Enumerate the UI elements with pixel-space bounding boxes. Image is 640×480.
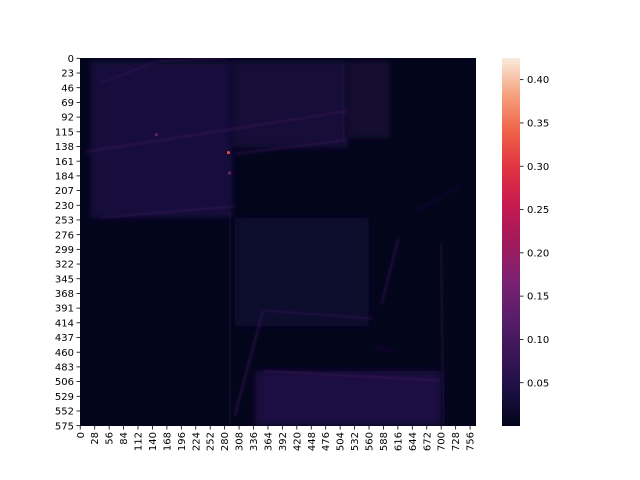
- colorbar-tick-label: 0.30: [527, 162, 549, 173]
- x-tick-label: 56: [105, 432, 116, 445]
- x-tick-label: 560: [365, 432, 376, 451]
- heat-edge: [262, 309, 374, 320]
- heat-edge: [233, 310, 264, 416]
- heat-edge: [263, 370, 441, 382]
- x-tick-label: 476: [321, 432, 332, 451]
- y-tick-label: 368: [55, 289, 74, 300]
- x-tick-label: 252: [206, 432, 217, 451]
- heat-edge: [380, 236, 400, 305]
- y-tick-label: 46: [61, 83, 74, 94]
- x-tick-label: 308: [235, 432, 246, 451]
- y-tick-label: 391: [55, 304, 74, 315]
- colorbar-tick-label: 0.15: [527, 292, 549, 303]
- x-tick-label: 504: [336, 432, 347, 451]
- x-tick-label: 140: [148, 432, 159, 451]
- x-tick-label: 224: [191, 432, 202, 451]
- heat-edge: [99, 205, 235, 219]
- y-tick-label: 23: [61, 69, 74, 80]
- x-tick-label: 700: [437, 432, 448, 451]
- heat-region: [255, 371, 441, 426]
- x-tick-label: 0: [76, 432, 87, 438]
- x-tick-label: 532: [350, 432, 361, 451]
- x-tick-label: 644: [408, 432, 419, 451]
- x-tick-label: 616: [393, 432, 404, 451]
- x-tick-label: 84: [119, 432, 130, 445]
- x-tick-label: 672: [422, 432, 433, 451]
- heat-edge: [342, 64, 345, 142]
- y-tick-label: 345: [55, 274, 74, 285]
- x-tick-label: 336: [249, 432, 260, 451]
- y-tick-label: 529: [55, 392, 74, 403]
- heat-edge: [85, 110, 349, 153]
- heat-edge: [157, 58, 230, 62]
- x-tick-label: 728: [451, 432, 462, 451]
- heat-hotspot: [226, 150, 231, 155]
- colorbar: [502, 58, 520, 426]
- heat-edge: [440, 243, 445, 426]
- heat-region: [234, 217, 369, 327]
- y-tick-label: 299: [55, 245, 74, 256]
- y-tick-label: 115: [55, 127, 74, 138]
- colorbar-axis: 0.05 0.10 0.15 0.20 0.25 0.30 0.35 0.40: [520, 75, 549, 389]
- heat-edge: [234, 139, 349, 155]
- x-tick-label: 112: [134, 432, 145, 451]
- y-tick-label: 207: [55, 186, 74, 197]
- y-axis: 0 23 46 69 92 115 138 161 184 207 230 253 276 299 322 3…: [55, 54, 80, 432]
- colorbar-tick-label: 0.40: [527, 75, 549, 86]
- x-tick-label: 448: [307, 432, 318, 451]
- colorbar-tick-label: 0.05: [527, 378, 549, 389]
- y-tick-label: 437: [55, 333, 74, 344]
- y-tick-label: 184: [55, 171, 74, 182]
- y-tick-label: 276: [55, 230, 74, 241]
- y-tick-label: 322: [55, 260, 74, 271]
- heat-edge: [99, 60, 158, 85]
- x-tick-label: 28: [90, 432, 101, 445]
- y-tick-label: 0: [68, 54, 74, 65]
- y-tick-label: 414: [55, 318, 74, 329]
- y-tick-label: 138: [55, 142, 74, 153]
- x-tick-label: 588: [379, 432, 390, 451]
- x-axis: 0 28 56 84 112 140 168 196 224 252 280 308 336 364 392…: [76, 426, 477, 451]
- x-tick-label: 280: [220, 432, 231, 451]
- x-tick-label: 196: [177, 432, 188, 451]
- y-tick-label: 552: [55, 407, 74, 418]
- x-tick-label: 168: [162, 432, 173, 451]
- heat-region: [232, 61, 349, 148]
- x-tick-label: 392: [278, 432, 289, 451]
- y-tick-label: 483: [55, 363, 74, 374]
- heat-edge: [373, 344, 395, 353]
- y-tick-label: 92: [61, 113, 74, 124]
- y-tick-label: 69: [61, 98, 74, 109]
- colorbar-tick-label: 0.35: [527, 119, 549, 130]
- x-tick-label: 364: [263, 432, 274, 451]
- y-tick-label: 506: [55, 377, 74, 388]
- y-tick-label: 575: [55, 421, 74, 432]
- y-tick-label: 230: [55, 201, 74, 212]
- y-tick-label: 460: [55, 348, 74, 359]
- heat-hotspot: [154, 133, 158, 137]
- y-tick-label: 161: [55, 157, 74, 168]
- colorbar-tick-label: 0.10: [527, 335, 549, 346]
- x-tick-label: 756: [466, 432, 477, 451]
- heat-region: [348, 61, 390, 138]
- heat-edge: [228, 211, 232, 426]
- heat-edge: [414, 185, 462, 212]
- colorbar-tick-label: 0.20: [527, 248, 549, 259]
- colorbar-tick-label: 0.25: [527, 205, 549, 216]
- x-tick-label: 420: [292, 432, 303, 451]
- heatmap-features: [85, 58, 462, 426]
- heat-hotspot: [227, 171, 232, 175]
- y-tick-label: 253: [55, 216, 74, 227]
